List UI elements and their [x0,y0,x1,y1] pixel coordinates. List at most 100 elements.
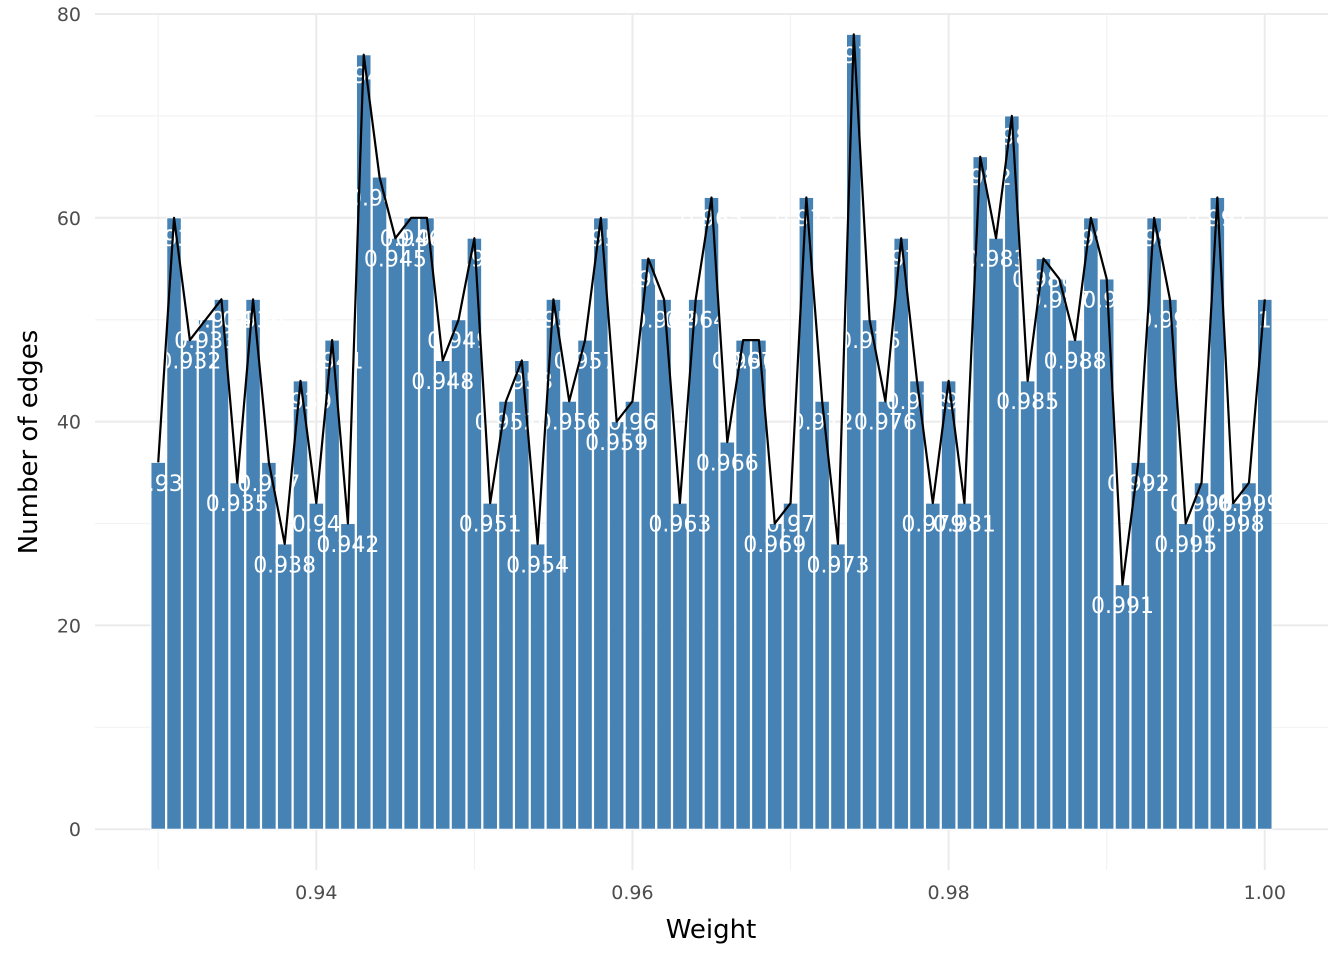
trend-line [157,33,1266,586]
bar [751,339,767,830]
bar [1004,115,1020,830]
y-tick-label: 0 [69,819,81,841]
bar [640,258,657,830]
bar-value-label: 0.934 [190,309,253,334]
bar [719,441,736,830]
bar-value-label: 0.951 [459,513,522,538]
bar [150,461,167,830]
bar-value-label: 0.945 [364,248,427,273]
bar [1256,298,1273,830]
y-tick-label: 60 [57,208,81,230]
bar [498,400,514,830]
bar [672,502,688,830]
bar-value-label: 0.963 [648,513,711,538]
y-tick-label: 20 [57,615,81,637]
bar-value-label: 0.959 [585,431,648,456]
bar-value-label: 0.972 [791,411,854,436]
bar [561,400,578,830]
bar-value-label: 0.968 [727,349,790,374]
bar [197,319,214,830]
bar [766,523,783,830]
bar-value-label: 0.991 [1091,594,1154,619]
bar [1225,502,1241,830]
x-tick-label: 0.94 [295,882,337,904]
bar [450,319,467,830]
bar-value-label: 0.988 [1044,349,1107,374]
bar [877,400,894,830]
y-tick-label: 40 [57,412,81,434]
x-axis-title: Weight [666,915,757,945]
bar [608,421,625,830]
bar-value-label: 0.973 [806,553,869,578]
bar-value-label: 0.976 [854,411,917,436]
bar [1019,380,1036,830]
trend-line-layer [157,33,1266,586]
bar [1177,523,1194,830]
bar [593,217,609,830]
bar-value-label: 0.947 [395,227,458,252]
bar [735,339,751,830]
bar [229,482,246,830]
bar [940,380,957,830]
bar-value-label: 0.938 [253,553,316,578]
bar [830,543,846,830]
bar-value-label: 0.961 [617,268,680,293]
bar [292,380,309,830]
bar [213,298,230,830]
bar [371,176,388,830]
bar-value-label: 0.979 [901,513,964,538]
bar [814,400,830,830]
bar-value-label: 1 [1258,309,1272,334]
bar-value-label: 0.998 [1202,513,1265,538]
bar [403,217,419,830]
bar-value-label: 0.981 [933,513,996,538]
bar [956,502,973,830]
bar [624,400,641,830]
bar [434,359,451,830]
bar-value-label: 0.989 [1059,227,1122,252]
x-tick-label: 1.00 [1244,882,1286,904]
bar-value-label: 0.942 [316,533,379,558]
bar [182,339,198,830]
bar-value-label: 0.94 [292,513,341,538]
tick-labels: 0 20 40 60 80 0.94 0.96 0.98 1.00 [57,4,1286,904]
bar [387,237,404,830]
bar-value-label: 0.985 [996,390,1059,415]
bar-value-label: 0.953 [490,370,553,395]
bar-value-label: 0.936 [222,309,285,334]
bars [150,33,1273,830]
bar [340,523,356,830]
bar-value-label: 0.977 [870,248,933,273]
bar-value-label: 0.932 [158,349,221,374]
bar [1035,258,1052,830]
bar-value-label: 0.935 [206,492,269,517]
x-tick-label: 0.96 [611,882,653,904]
bar-value-label: 0.954 [506,553,569,578]
bar [909,380,925,830]
bar-value-label: 0.969 [743,533,806,558]
bar-value-label: 0.995 [1154,533,1217,558]
bar-value-label: 0.946 [380,227,443,252]
bar-value-label: 0.978 [886,390,949,415]
bar-value-label: 0.98 [924,390,973,415]
y-tick-label: 80 [57,4,81,26]
bar-value-label: 0.93 [134,472,183,497]
bar [1067,339,1083,830]
bar [276,543,293,830]
bar-value-label: 0.939 [269,390,332,415]
bar-value-label: 0.999 [1217,492,1280,517]
y-axis-title: Number of edges [14,330,44,555]
bar [529,543,546,830]
bar [261,461,277,830]
x-tick-label: 0.98 [927,882,969,904]
bar [419,217,435,830]
bar-value-label: 0.956 [538,411,601,436]
bar [1130,461,1147,830]
bar [482,502,498,830]
bar [925,502,941,830]
bar [1114,584,1131,830]
bar-value-label: 0.948 [411,370,474,395]
bar-value-label: 0.996 [1170,492,1233,517]
bar [355,54,372,830]
